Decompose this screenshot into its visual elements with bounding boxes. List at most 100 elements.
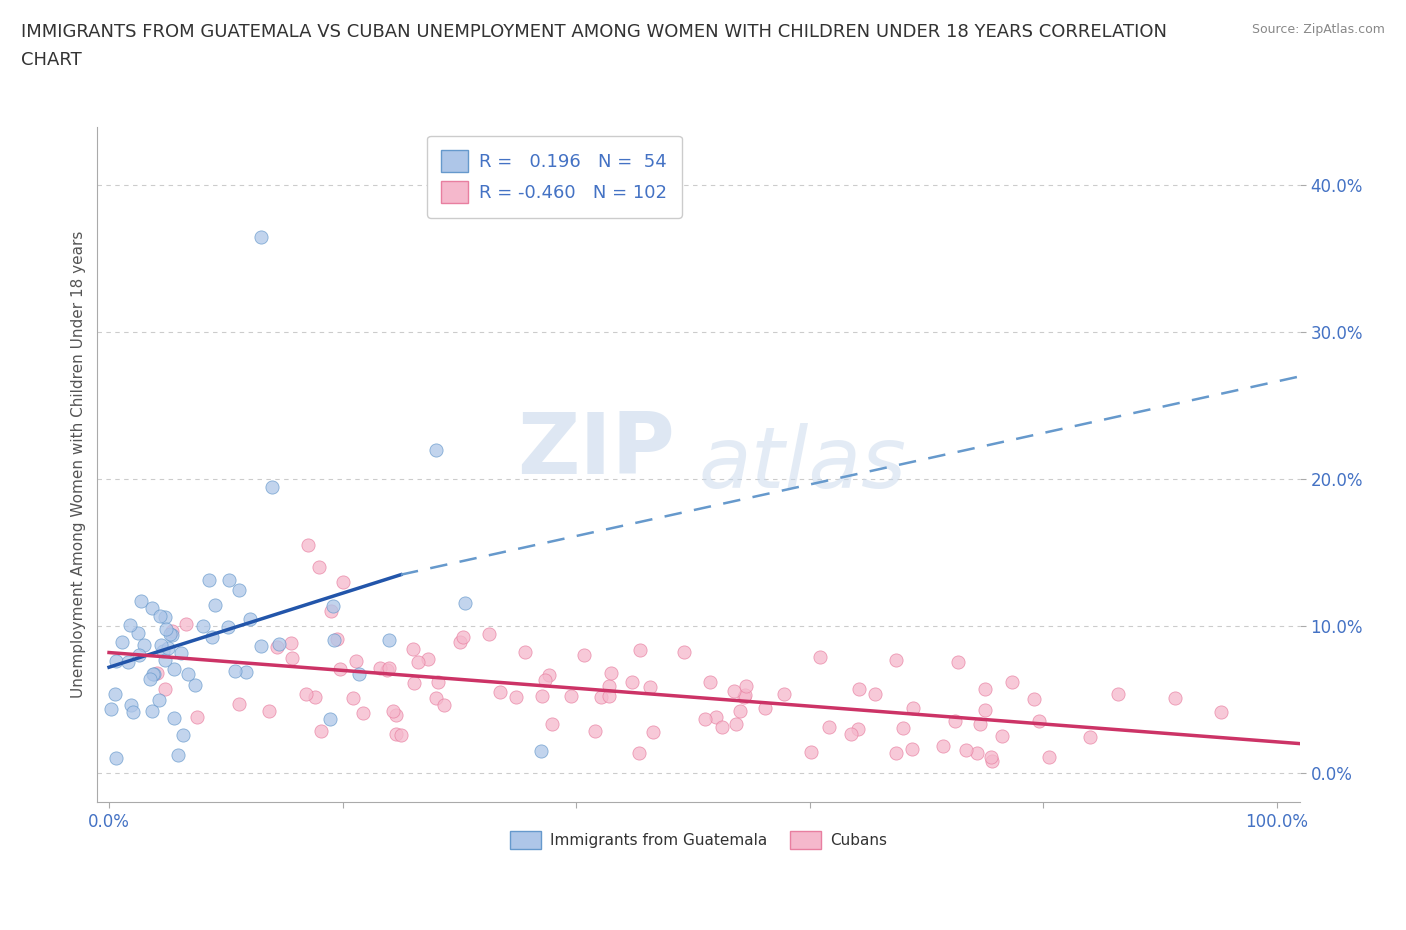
Point	[149, 637, 172, 652]
Text: ZIP: ZIP	[517, 409, 675, 493]
Point	[451, 630, 474, 644]
Point	[117, 655, 139, 670]
Text: IMMIGRANTS FROM GUATEMALA VS CUBAN UNEMPLOYMENT AMONG WOMEN WITH CHILDREN UNDER : IMMIGRANTS FROM GUATEMALA VS CUBAN UNEMP…	[21, 23, 1167, 41]
Point	[901, 701, 924, 716]
Point	[728, 704, 751, 719]
Point	[174, 616, 197, 631]
Point	[308, 560, 330, 575]
Point	[846, 722, 869, 737]
Point	[319, 711, 342, 726]
Point	[425, 443, 447, 458]
Point	[955, 743, 977, 758]
Point	[163, 662, 186, 677]
Point	[259, 703, 281, 718]
Point	[710, 720, 733, 735]
Point	[416, 652, 439, 667]
Point	[100, 702, 122, 717]
Text: Source: ZipAtlas.com: Source: ZipAtlas.com	[1251, 23, 1385, 36]
Point	[294, 686, 316, 701]
Point	[198, 573, 221, 588]
Point	[734, 687, 756, 702]
Point	[541, 717, 564, 732]
Point	[382, 703, 405, 718]
Point	[127, 625, 149, 640]
Point	[402, 675, 425, 690]
Point	[128, 647, 150, 662]
Point	[322, 598, 344, 613]
Point	[800, 745, 823, 760]
Point	[1038, 750, 1060, 764]
Point	[620, 675, 643, 690]
Point	[155, 621, 177, 636]
Point	[530, 688, 553, 703]
Point	[560, 688, 582, 703]
Point	[262, 479, 284, 494]
Point	[425, 691, 447, 706]
Text: CHART: CHART	[21, 51, 82, 69]
Point	[990, 728, 1012, 743]
Point	[280, 635, 302, 650]
Point	[735, 679, 758, 694]
Point	[723, 684, 745, 699]
Point	[378, 660, 401, 675]
Point	[699, 675, 721, 690]
Point	[228, 697, 250, 711]
Point	[217, 619, 239, 634]
Point	[733, 690, 755, 705]
Point	[218, 572, 240, 587]
Point	[224, 664, 246, 679]
Point	[201, 630, 224, 644]
Point	[966, 745, 988, 760]
Point	[184, 677, 207, 692]
Point	[1022, 692, 1045, 707]
Point	[172, 727, 194, 742]
Point	[163, 711, 186, 725]
Point	[319, 604, 342, 618]
Point	[433, 698, 456, 713]
Point	[1078, 730, 1101, 745]
Point	[204, 597, 226, 612]
Point	[134, 637, 156, 652]
Point	[148, 692, 170, 707]
Point	[672, 644, 695, 659]
Point	[1107, 686, 1129, 701]
Point	[191, 618, 214, 633]
Point	[155, 652, 177, 667]
Point	[160, 627, 183, 642]
Point	[120, 698, 142, 712]
Point	[153, 682, 176, 697]
Point	[406, 655, 429, 670]
Point	[589, 690, 612, 705]
Point	[385, 708, 408, 723]
Legend: Immigrants from Guatemala, Cubans: Immigrants from Guatemala, Cubans	[505, 825, 893, 856]
Point	[1209, 704, 1232, 719]
Point	[391, 727, 413, 742]
Point	[344, 654, 367, 669]
Point	[505, 690, 527, 705]
Point	[352, 706, 374, 721]
Point	[574, 648, 596, 663]
Point	[704, 710, 727, 724]
Point	[402, 642, 425, 657]
Point	[122, 704, 145, 719]
Point	[772, 686, 794, 701]
Point	[449, 635, 471, 650]
Point	[839, 726, 862, 741]
Point	[332, 575, 354, 590]
Point	[239, 612, 262, 627]
Point	[599, 666, 621, 681]
Point	[155, 610, 177, 625]
Point	[630, 643, 652, 658]
Point	[627, 746, 650, 761]
Point	[378, 632, 401, 647]
Point	[342, 690, 364, 705]
Point	[325, 631, 347, 646]
Point	[105, 654, 128, 669]
Point	[891, 721, 914, 736]
Point	[1001, 675, 1024, 690]
Point	[142, 667, 165, 682]
Point	[478, 627, 501, 642]
Point	[170, 645, 193, 660]
Point	[693, 711, 716, 726]
Point	[454, 595, 477, 610]
